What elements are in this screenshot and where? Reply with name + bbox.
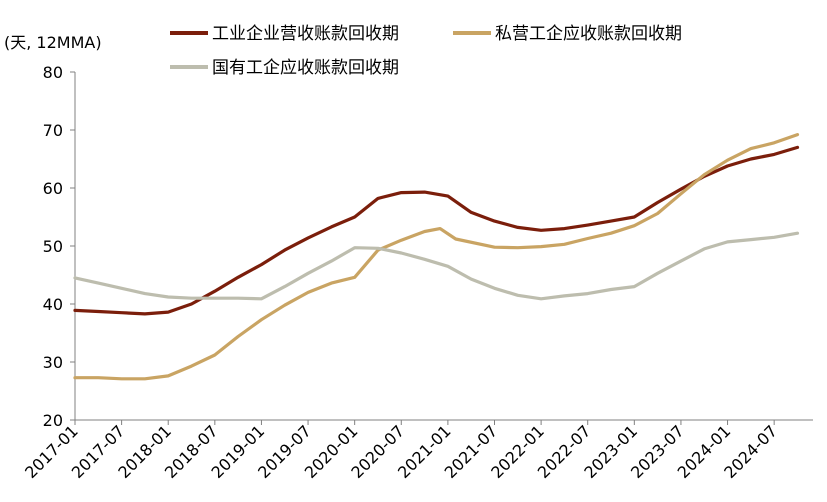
y-tick-label: 80 <box>43 63 63 82</box>
legend-label: 私营工企应收账款回收期 <box>495 24 682 44</box>
plot-area <box>73 133 800 381</box>
x-axis: 2017-012017-072018-012018-072019-012019-… <box>21 419 813 482</box>
legend-item-1: 工业企业营收账款回收期 <box>170 24 399 44</box>
y-tick-label: 20 <box>43 411 63 430</box>
legend-label: 工业企业营收账款回收期 <box>212 24 399 44</box>
y-unit-label: (天, 12MMA) <box>4 33 102 52</box>
y-tick-label: 40 <box>43 295 63 314</box>
legend-label: 国有工企应收账款回收期 <box>212 58 399 78</box>
y-tick-label: 30 <box>43 353 63 372</box>
series-line-3 <box>73 231 800 301</box>
series-line-1 <box>73 145 800 316</box>
legend-item-3: 国有工企应收账款回收期 <box>170 58 399 78</box>
legend-item-2: 私营工企应收账款回收期 <box>453 24 682 44</box>
y-axis: 20 30 40 50 60 70 80 <box>43 63 76 430</box>
y-tick-label: 60 <box>43 179 63 198</box>
y-tick-label: 70 <box>43 121 63 140</box>
y-tick-label: 50 <box>43 237 63 256</box>
series-line-2 <box>73 133 800 381</box>
